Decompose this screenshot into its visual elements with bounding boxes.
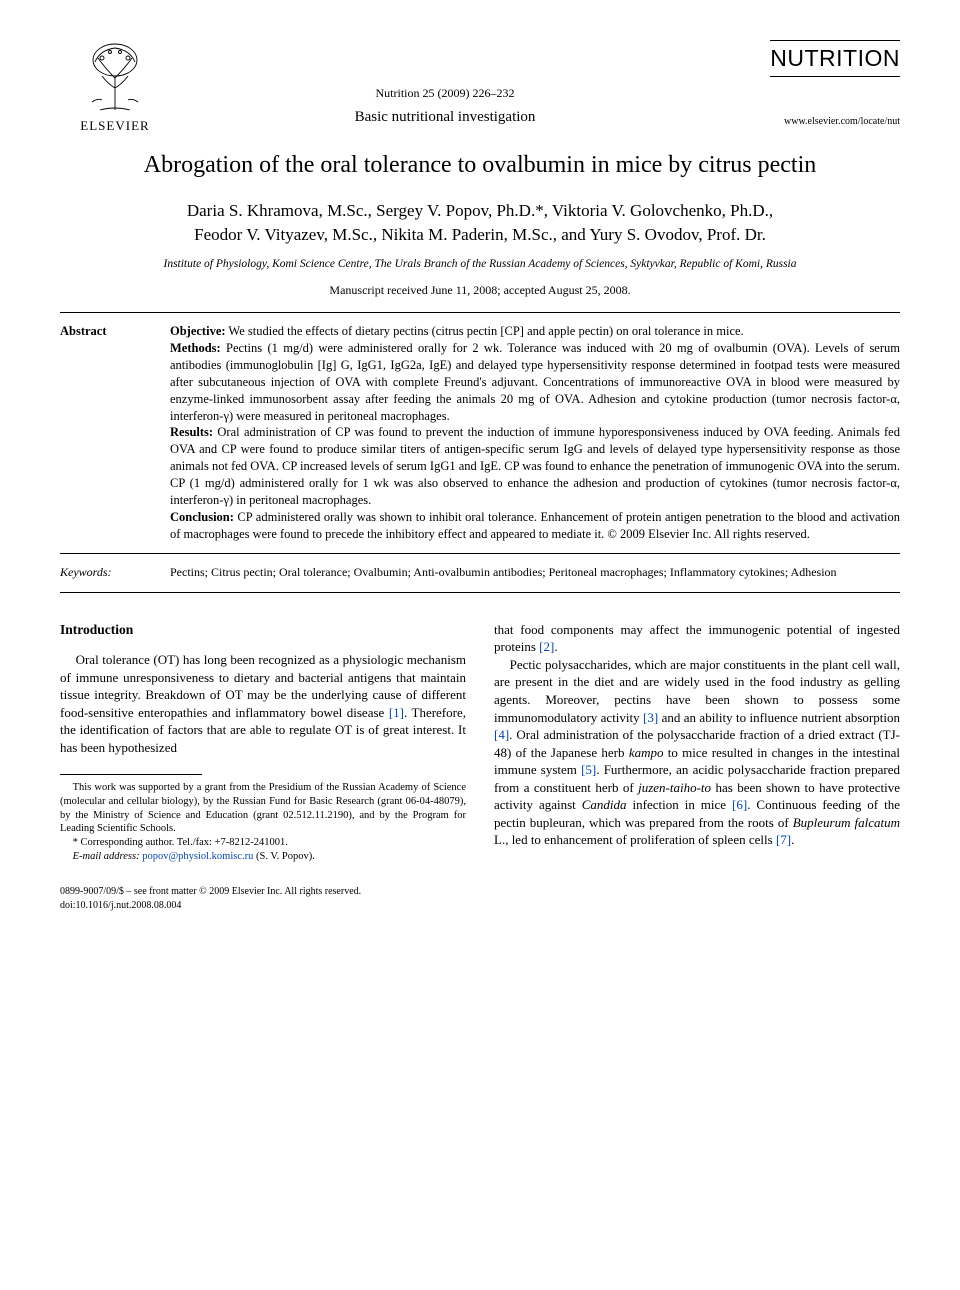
publisher-name: ELSEVIER <box>80 117 149 135</box>
article-title: Abrogation of the oral tolerance to oval… <box>60 149 900 181</box>
publisher-logo-block: ELSEVIER <box>60 40 170 135</box>
results-text: Oral administration of CP was found to p… <box>170 425 900 507</box>
methods-label: Methods: <box>170 341 221 355</box>
affiliation: Institute of Physiology, Komi Science Ce… <box>60 257 900 273</box>
keywords-row: Keywords: Pectins; Citrus pectin; Oral t… <box>60 553 900 580</box>
abstract-block: Abstract Objective: We studied the effec… <box>60 312 900 593</box>
ref-6[interactable]: [6] <box>732 797 747 812</box>
funding-note: This work was supported by a grant from … <box>60 781 466 836</box>
ref-3[interactable]: [3] <box>643 710 658 725</box>
left-column: Introduction Oral tolerance (OT) has lon… <box>60 621 466 863</box>
footnote-block: This work was supported by a grant from … <box>60 781 466 863</box>
authors-line-1: Daria S. Khramova, M.Sc., Sergey V. Popo… <box>187 201 773 220</box>
footnote-divider <box>60 774 202 775</box>
elsevier-tree-icon <box>80 40 150 115</box>
journal-url: www.elsevier.com/locate/nut <box>720 115 900 129</box>
objective-text: We studied the effects of dietary pectin… <box>226 324 744 338</box>
ref-1[interactable]: [1] <box>389 705 404 720</box>
authors-line-2: Feodor V. Vityazev, M.Sc., Nikita M. Pad… <box>194 225 766 244</box>
page: ELSEVIER Nutrition 25 (2009) 226–232 Bas… <box>0 0 960 942</box>
corresponding-author: * Corresponding author. Tel./fax: +7-821… <box>60 836 466 850</box>
methods-text: Pectins (1 mg/d) were administered orall… <box>170 341 900 423</box>
ref-2[interactable]: [2] <box>539 639 554 654</box>
email-label: E-mail address: <box>73 851 140 862</box>
email-line: E-mail address: popov@physiol.komisc.ru … <box>60 850 466 864</box>
journal-block: NUTRITION www.elsevier.com/locate/nut <box>720 40 900 129</box>
intro-p3: Pectic polysaccharides, which are major … <box>494 656 900 849</box>
keywords-text: Pectins; Citrus pectin; Oral tolerance; … <box>170 564 900 580</box>
right-column: that food components may affect the immu… <box>494 621 900 863</box>
conclusion-text: CP administered orally was shown to inhi… <box>170 510 900 541</box>
header-row: ELSEVIER Nutrition 25 (2009) 226–232 Bas… <box>60 40 900 135</box>
email-address[interactable]: popov@physiol.komisc.ru <box>142 851 253 862</box>
intro-p2: that food components may affect the immu… <box>494 621 900 656</box>
results-label: Results: <box>170 425 213 439</box>
page-footer: 0899-9007/09/$ – see front matter © 2009… <box>60 885 900 912</box>
body-columns: Introduction Oral tolerance (OT) has lon… <box>60 621 900 863</box>
intro-p1: Oral tolerance (OT) has long been recogn… <box>60 651 466 756</box>
section-label: Basic nutritional investigation <box>170 107 720 127</box>
ref-5[interactable]: [5] <box>581 762 596 777</box>
objective-label: Objective: <box>170 324 226 338</box>
footer-copyright: 0899-9007/09/$ – see front matter © 2009… <box>60 885 361 912</box>
keywords-label: Keywords: <box>60 564 170 580</box>
header-center: Nutrition 25 (2009) 226–232 Basic nutrit… <box>170 40 720 127</box>
conclusion-label: Conclusion: <box>170 510 234 524</box>
citation-line: Nutrition 25 (2009) 226–232 <box>170 85 720 101</box>
journal-name: NUTRITION <box>770 40 900 77</box>
abstract-content: Objective: We studied the effects of die… <box>170 323 900 542</box>
footer-doi: doi:10.1016/j.nut.2008.08.004 <box>60 899 361 913</box>
authors: Daria S. Khramova, M.Sc., Sergey V. Popo… <box>60 199 900 247</box>
manuscript-dates: Manuscript received June 11, 2008; accep… <box>60 282 900 298</box>
ref-7[interactable]: [7] <box>776 832 791 847</box>
intro-heading: Introduction <box>60 621 466 639</box>
abstract-label: Abstract <box>60 323 170 542</box>
ref-4[interactable]: [4] <box>494 727 509 742</box>
